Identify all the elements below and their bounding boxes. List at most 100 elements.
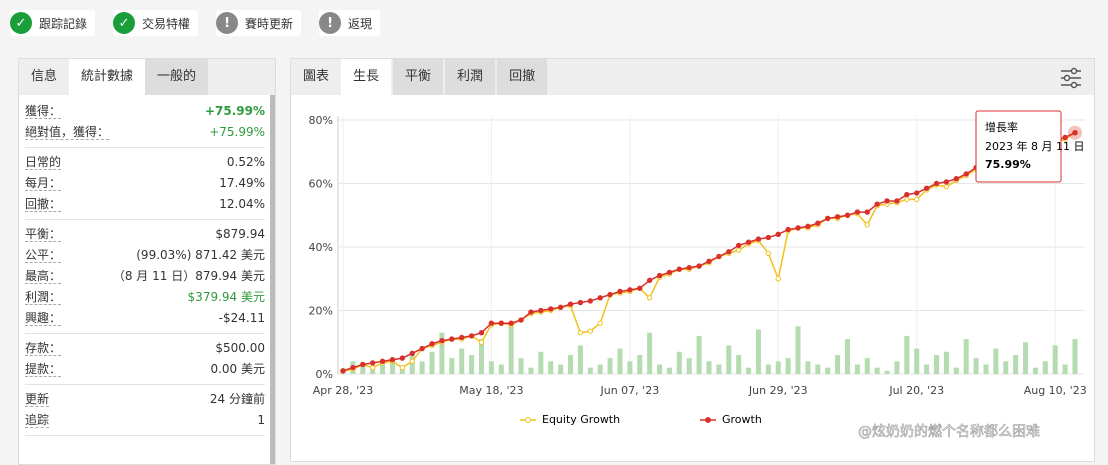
point [864, 222, 870, 228]
point [439, 337, 445, 344]
stat-row: 獲得： +75.99% [25, 101, 265, 122]
point [548, 306, 554, 312]
bar [1062, 364, 1068, 374]
stat-label: 公平： [25, 248, 62, 263]
bar [558, 364, 564, 374]
point [815, 220, 821, 226]
point [825, 215, 831, 222]
x-tick-label: Jun 29, '23 [748, 384, 808, 397]
stat-group: 獲得： +75.99% 絕對值，獲得： +75.99% [25, 97, 265, 148]
stat-label: 每月： [25, 176, 62, 191]
tooltip-value: 75.99% [985, 158, 1031, 171]
badge: ✓ 跟踪記錄 [10, 10, 96, 36]
badge: ! 賽時更新 [216, 10, 302, 36]
bar [874, 367, 880, 374]
tab[interactable]: 統計數據 [69, 59, 146, 95]
x-tick-label: Apr 28, '23 [313, 384, 374, 397]
bar [498, 364, 504, 374]
bar [726, 345, 732, 374]
point [943, 179, 950, 185]
point [597, 295, 603, 301]
bar [528, 367, 534, 374]
bar [518, 358, 524, 374]
stats-tabs: 信息 統計數據 一般的 [19, 59, 275, 95]
bar [765, 364, 771, 374]
stat-label: 獲得： [25, 104, 62, 119]
stat-row: 追踪 1 [25, 410, 265, 431]
badge-label: 交易特權 [142, 16, 191, 31]
bar [548, 361, 554, 374]
point [379, 358, 386, 364]
x-tick-label: Jun 07, '23 [600, 384, 660, 397]
bar [835, 354, 841, 374]
point [765, 250, 772, 257]
stat-value: $879.94 [215, 227, 265, 241]
bar [795, 326, 801, 374]
stat-row: 公平： (99.03%) 871.42 美元 [25, 245, 265, 266]
point [914, 190, 920, 196]
tab[interactable]: 圖表 [303, 69, 330, 84]
point [350, 364, 356, 371]
bar [360, 364, 366, 374]
bar [607, 358, 613, 374]
point [904, 191, 910, 198]
stat-value: 24 分鐘前 [209, 392, 265, 406]
bar [993, 348, 999, 374]
stat-row: 日常的 0.52% [25, 152, 265, 173]
tooltip-box [975, 110, 1062, 183]
point [646, 295, 653, 301]
point [488, 320, 495, 326]
bar [1003, 361, 1009, 374]
y-tick-label: 0% [316, 368, 333, 381]
point [587, 328, 593, 334]
point [617, 288, 623, 295]
point [953, 176, 959, 182]
stat-label: 利潤： [25, 290, 62, 305]
point [656, 272, 663, 279]
point [419, 345, 425, 352]
bar [686, 358, 692, 374]
legend-label: Growth [722, 413, 762, 426]
y-tick-label: 40% [309, 241, 333, 254]
point [775, 231, 781, 238]
tab[interactable]: 一般的 [145, 59, 209, 95]
bar [627, 361, 633, 374]
point [676, 266, 683, 272]
point [369, 364, 376, 371]
settings-icon[interactable] [1059, 66, 1083, 90]
bar [1023, 342, 1029, 374]
point [597, 320, 603, 326]
stat-label: 追踪 [25, 413, 50, 428]
point [854, 209, 861, 215]
point [389, 357, 396, 363]
bar [449, 358, 455, 374]
bar [647, 332, 653, 374]
tab[interactable]: 回撤 [497, 59, 548, 95]
point [399, 355, 406, 361]
tab[interactable]: 信息 [31, 69, 58, 84]
legend-label: Equity Growth [542, 413, 620, 426]
line [342, 132, 1076, 372]
stat-row: 利潤： $379.94 美元 [25, 287, 265, 308]
tab[interactable]: 利潤 [445, 59, 496, 95]
bar [755, 329, 761, 374]
point [468, 333, 475, 339]
bar [983, 364, 989, 374]
chart-tabs: 圖表 生長 平衡 利潤 回撤 [291, 59, 1094, 95]
point [696, 263, 702, 269]
x-tick-label: Jul 20, '23 [888, 384, 944, 397]
bar [785, 358, 791, 374]
bar [1052, 345, 1058, 374]
badge-label: 跟踪記錄 [39, 16, 88, 31]
stat-value: 17.49% [219, 176, 265, 190]
scrollbar [270, 95, 275, 464]
point [914, 196, 920, 203]
point [369, 360, 376, 366]
stat-label: 絕對值，獲得： [25, 125, 110, 140]
tab[interactable]: 生長 [341, 59, 392, 95]
stat-group: 更新 24 分鐘前 追踪 1 [25, 385, 265, 436]
stats-panel: 信息 統計數據 一般的 獲得： +75.99% 絕對值，獲得： +75.99% 日常的 0.5… [18, 58, 276, 465]
badge-label: 賽時更新 [245, 16, 294, 31]
tab[interactable]: 平衡 [393, 59, 444, 95]
